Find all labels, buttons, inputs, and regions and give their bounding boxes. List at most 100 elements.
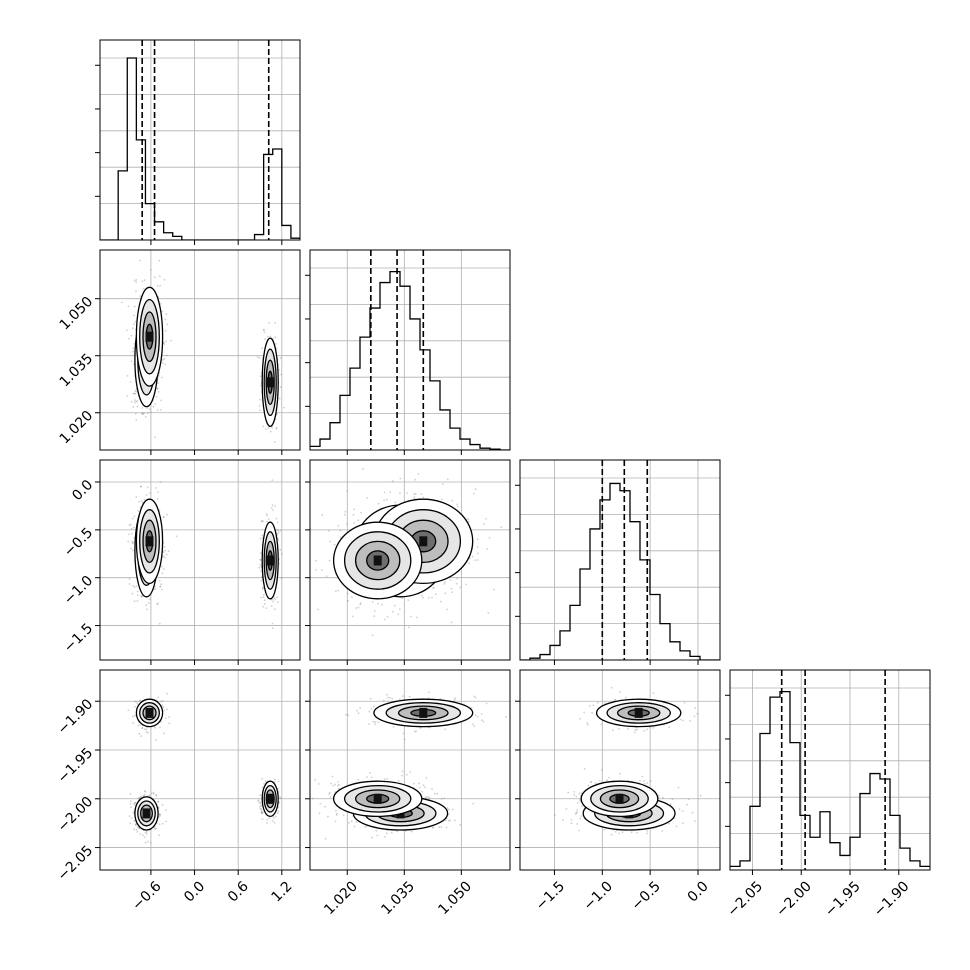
scatter-point: [131, 549, 134, 552]
scatter-point: [682, 719, 684, 722]
scatter-point: [161, 572, 164, 575]
scatter-point: [447, 813, 450, 816]
scatter-point: [343, 513, 346, 516]
scatter-point: [402, 732, 405, 735]
scatter-point: [279, 529, 282, 532]
scatter-point: [145, 731, 148, 733]
scatter-point: [162, 551, 165, 554]
scatter-point: [428, 691, 430, 694]
scatter-point: [141, 727, 144, 729]
scatter-point: [334, 820, 337, 823]
scatter-point: [275, 347, 278, 350]
scatter-point: [271, 627, 274, 630]
scatter-point: [155, 795, 158, 797]
scatter-point: [417, 473, 420, 475]
scatter-point: [140, 595, 143, 598]
scatter-point: [330, 782, 332, 785]
panel-frame: [99, 249, 301, 451]
scatter-point: [483, 523, 485, 525]
scatter-point: [266, 514, 268, 517]
scatter-point: [163, 556, 166, 559]
scatter-point: [453, 699, 456, 701]
scatter-point: [270, 507, 273, 509]
scatter-point: [592, 704, 595, 707]
scatter-point: [420, 493, 423, 495]
scatter-point: [129, 800, 132, 803]
scatter-point: [413, 496, 416, 499]
scatter-point: [471, 555, 474, 558]
scatter-point: [130, 334, 133, 337]
scatter-point: [662, 796, 664, 799]
scatter-point: [600, 723, 603, 726]
scatter-point: [373, 610, 376, 612]
panel-content: [520, 460, 720, 660]
scatter-point: [477, 559, 479, 561]
histogram-panel-0: [95, 39, 301, 245]
scatter-point: [328, 791, 331, 794]
scatter-point: [337, 525, 340, 527]
scatter-point: [413, 782, 415, 785]
scatter-point: [277, 810, 280, 812]
scatter-point: [259, 801, 261, 804]
scatter-point: [136, 702, 139, 705]
scatter-point: [262, 596, 265, 598]
scatter-point: [344, 510, 347, 513]
scatter-point: [337, 781, 339, 783]
scatter-point: [444, 819, 447, 822]
scatter-point: [328, 559, 331, 562]
scatter-point: [165, 313, 168, 316]
scatter-point: [159, 284, 162, 287]
scatter-point: [425, 776, 428, 779]
scatter-point: [129, 792, 132, 795]
scatter-point: [136, 831, 139, 833]
scatter-point: [148, 794, 151, 797]
scatter-point: [133, 279, 136, 282]
scatter-point: [128, 578, 131, 580]
scatter-point: [317, 783, 320, 785]
scatter-point: [260, 808, 262, 810]
scatter-point: [144, 416, 147, 418]
scatter-point: [386, 693, 388, 696]
scatter-point: [144, 841, 147, 844]
scatter-point: [264, 780, 267, 782]
scatter-point: [165, 708, 168, 711]
scatter-point: [274, 815, 277, 818]
scatter-point: [399, 492, 401, 495]
scatter-point: [273, 608, 276, 611]
scatter-point: [382, 699, 385, 702]
scatter-point: [334, 783, 336, 786]
scatter-point: [167, 550, 170, 552]
scatter-point: [274, 598, 277, 601]
scatter-point: [162, 358, 164, 361]
panel-frame: [99, 39, 301, 241]
scatter-point: [261, 347, 263, 350]
density-peak: [145, 536, 154, 547]
scatter-point: [139, 485, 142, 488]
scatter-point: [335, 590, 337, 592]
histogram-panel-1: [305, 249, 511, 455]
scatter-point: [143, 463, 145, 465]
scatter-point: [554, 814, 556, 816]
scatter-point: [142, 287, 145, 290]
scatter-point: [268, 817, 271, 819]
scatter-point: [128, 524, 131, 527]
scatter-point: [477, 552, 479, 555]
panel-frame: [309, 459, 511, 661]
scatter-point: [259, 558, 262, 561]
scatter-point: [260, 804, 263, 807]
scatter-point: [440, 498, 443, 501]
scatter-point: [133, 802, 136, 805]
scatter-point: [159, 585, 162, 588]
scatter-point: [578, 792, 581, 795]
scatter-point: [424, 786, 426, 789]
scatter-point: [126, 329, 128, 331]
scatter-point: [156, 603, 159, 606]
scatter-point: [263, 599, 266, 602]
scatter-point: [457, 505, 459, 508]
scatter-point: [413, 730, 416, 733]
scatter-point: [398, 698, 401, 700]
scatter-point: [385, 498, 388, 501]
scatter-point: [263, 782, 265, 785]
scatter-point: [274, 505, 276, 507]
scatter-point: [135, 496, 138, 498]
